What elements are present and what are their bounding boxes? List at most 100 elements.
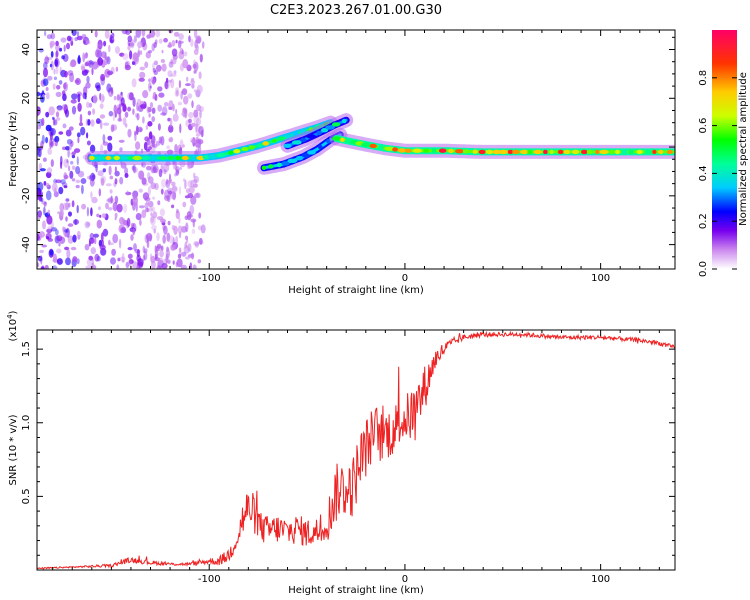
noise-blob xyxy=(144,197,151,202)
ridge-bead xyxy=(331,122,341,127)
ridge-bead xyxy=(207,154,218,159)
noise-blob xyxy=(148,131,153,140)
noise-blob xyxy=(186,211,192,221)
noise-blob xyxy=(43,67,48,78)
noise-blob xyxy=(134,54,140,65)
noise-blob xyxy=(164,80,170,90)
noise-blob xyxy=(153,41,157,49)
noise-blob xyxy=(160,59,165,63)
noise-blob xyxy=(168,106,173,110)
noise-blob xyxy=(92,94,98,104)
ridge-bead xyxy=(141,155,151,161)
noise-blob xyxy=(87,119,91,126)
noise-blob xyxy=(118,238,122,249)
noise-blob xyxy=(178,217,181,224)
noise-blob xyxy=(147,176,154,184)
noise-blob xyxy=(45,136,49,144)
noise-blob xyxy=(192,63,197,69)
noise-blob xyxy=(119,147,123,152)
noise-blob xyxy=(43,61,48,70)
noise-blob xyxy=(68,165,71,172)
noise-blob xyxy=(70,140,74,147)
snr-x-tick-label: 100 xyxy=(591,574,610,585)
snr-y-multiplier: (x104) xyxy=(6,310,19,341)
noise-blob xyxy=(81,203,87,210)
noise-blob xyxy=(154,182,159,191)
noise-blob xyxy=(89,144,96,153)
noise-blob xyxy=(148,82,152,92)
noise-blob xyxy=(175,109,178,114)
noise-blob xyxy=(132,108,135,115)
noise-blob xyxy=(61,182,68,187)
noise-blob xyxy=(163,225,168,235)
noise-blob xyxy=(45,92,50,100)
ridge-bead xyxy=(498,149,509,155)
snr-x-tick-label: 0 xyxy=(402,574,408,585)
noise-blob xyxy=(136,265,140,269)
noise-blob xyxy=(166,77,169,83)
noise-blob xyxy=(46,56,53,61)
noise-blob xyxy=(76,204,79,214)
noise-blob xyxy=(55,229,59,236)
noise-blob xyxy=(175,87,180,94)
noise-blob xyxy=(167,220,171,226)
noise-blob xyxy=(170,73,177,77)
noise-blob xyxy=(188,118,192,124)
noise-blob xyxy=(100,177,105,186)
ridge-bead xyxy=(581,149,588,155)
noise-blob xyxy=(43,206,46,216)
noise-blob xyxy=(191,83,195,89)
noise-blob xyxy=(187,93,193,99)
noise-blob xyxy=(145,124,149,130)
noise-blob xyxy=(71,178,76,182)
noise-blob xyxy=(110,257,116,265)
noise-blob xyxy=(40,197,44,202)
noise-blob xyxy=(95,163,98,173)
noise-blob xyxy=(192,183,198,188)
ridge-bead xyxy=(268,164,274,169)
noise-blob xyxy=(173,225,178,235)
colorbar-tick-label: 0.0 xyxy=(698,261,709,277)
noise-blob xyxy=(193,175,200,184)
noise-blob xyxy=(179,123,182,134)
noise-blob xyxy=(195,123,199,127)
noise-blob xyxy=(183,51,188,57)
noise-blob xyxy=(99,103,104,109)
snr-y-label: SNR (10 * v/v) xyxy=(8,414,19,485)
noise-blob xyxy=(184,195,190,199)
noise-blob xyxy=(49,40,55,47)
noise-blob xyxy=(127,106,131,112)
noise-blob xyxy=(198,71,202,80)
ridge-bead xyxy=(448,148,454,154)
noise-blob xyxy=(156,64,162,72)
noise-blob xyxy=(37,262,40,268)
noise-blob xyxy=(109,36,115,44)
noise-blob xyxy=(114,46,121,54)
noise-blob xyxy=(170,244,176,251)
noise-blob xyxy=(94,237,97,245)
noise-blob xyxy=(76,132,81,138)
noise-blob xyxy=(55,40,59,47)
noise-blob xyxy=(66,35,72,42)
noise-blob xyxy=(144,207,149,213)
noise-blob xyxy=(119,176,124,185)
noise-blob xyxy=(90,247,97,255)
noise-blob xyxy=(141,209,147,219)
noise-blob xyxy=(124,64,131,71)
ridge-bead xyxy=(667,149,673,155)
noise-blob xyxy=(195,133,200,137)
noise-blob xyxy=(101,213,107,219)
noise-blob xyxy=(64,229,69,233)
noise-blob xyxy=(161,106,168,116)
noise-blob xyxy=(123,203,128,214)
noise-blob xyxy=(107,135,113,141)
noise-blob xyxy=(60,179,66,185)
noise-blob xyxy=(65,146,70,151)
noise-blob xyxy=(69,170,74,179)
noise-blob xyxy=(90,61,95,65)
ridge-bead xyxy=(318,144,323,150)
noise-blob xyxy=(62,93,67,102)
ridge-bead xyxy=(150,155,158,161)
noise-blob xyxy=(86,206,89,217)
noise-blob xyxy=(168,30,173,34)
